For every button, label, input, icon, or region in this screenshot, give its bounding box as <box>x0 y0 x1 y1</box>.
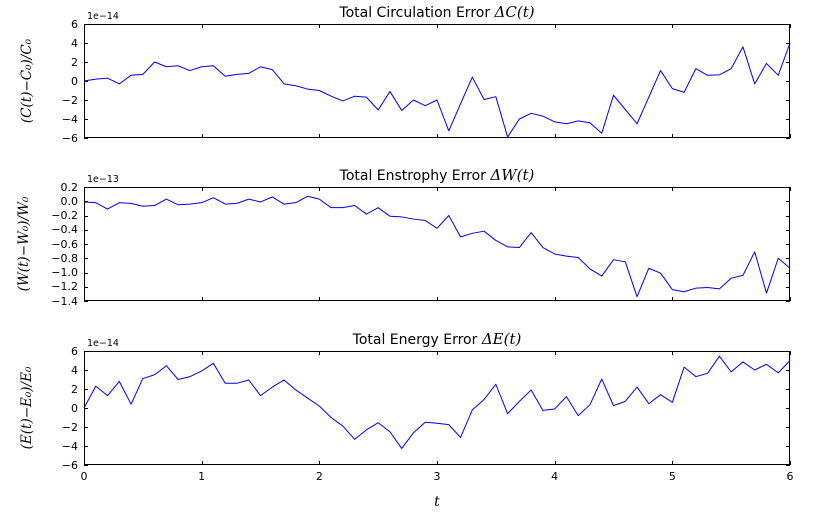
axes-frame <box>84 187 790 301</box>
y-tick-label: −0.6 <box>51 237 78 251</box>
panel-1-title: Total Circulation Error ΔC(t) <box>84 3 790 22</box>
y-tick-label: 6 <box>71 17 78 31</box>
tick-marks <box>84 24 791 139</box>
circulation-error-line-plot <box>83 24 791 139</box>
tick-marks <box>84 351 791 466</box>
x-tick-label: 6 <box>786 470 794 483</box>
y-tick-label: −1.2 <box>51 280 78 294</box>
y-tick-label: −4 <box>61 439 78 453</box>
x-tick-label: 0 <box>80 470 88 483</box>
y-tick-label: −6 <box>61 131 78 145</box>
enstrophy-error-line-plot <box>83 187 791 302</box>
panel-3-scale-offset-label: 1e−14 <box>87 338 119 349</box>
y-tick-label: −0.8 <box>51 251 78 265</box>
x-tick-label: 2 <box>315 470 323 483</box>
y-tick-label: −0.2 <box>51 209 78 222</box>
data-series-line <box>83 355 791 449</box>
y-tick-label: 6 <box>71 344 78 358</box>
y-tick-label: −2 <box>61 93 78 107</box>
panel-3-title: Total Energy Error ΔE(t) <box>84 330 790 349</box>
y-tick-label: 0 <box>71 74 78 88</box>
y-tick-label: 0.0 <box>60 194 79 208</box>
panel-1-title-text: Total Circulation Error <box>339 5 495 21</box>
panel-2-scale-offset-label: 1e−13 <box>87 174 119 185</box>
data-series-line <box>83 42 791 138</box>
panel-3-title-math: ΔE(t) <box>481 330 522 348</box>
y-tick-label: −0.4 <box>51 223 78 237</box>
y-tick-label: −1.4 <box>51 294 78 308</box>
panel-3-title-text: Total Energy Error <box>352 332 482 348</box>
y-tick-label: 2 <box>71 55 78 69</box>
y-tick-label: −6 <box>61 458 78 472</box>
energy-error-line-plot <box>83 351 791 466</box>
x-tick-label: 1 <box>198 470 206 483</box>
panel-2-title: Total Enstrophy Error ΔW(t) <box>84 166 790 185</box>
panel-2-title-text: Total Enstrophy Error <box>339 168 491 184</box>
y-tick-label: −1.0 <box>51 266 78 279</box>
panel-2-title-math: ΔW(t) <box>490 166 535 184</box>
x-axis-label: t <box>434 494 440 510</box>
data-series-line <box>83 195 791 298</box>
y-tick-label: 4 <box>71 36 78 50</box>
y-tick-label: 2 <box>71 382 78 396</box>
panel-1-scale-offset-label: 1e−14 <box>87 11 119 22</box>
axes-frame <box>84 24 790 138</box>
y-tick-label: 0.2 <box>60 180 79 194</box>
y-tick-label: 4 <box>71 363 78 377</box>
x-tick-label: 4 <box>551 470 559 483</box>
panel-1-title-math: ΔC(t) <box>494 3 535 21</box>
x-tick-label: 3 <box>433 470 441 483</box>
axes-frame <box>84 351 790 465</box>
y-tick-label: −2 <box>61 420 78 434</box>
y-tick-label: −4 <box>61 112 78 126</box>
y-tick-label: 0 <box>71 401 78 415</box>
x-tick-label: 5 <box>668 470 676 483</box>
